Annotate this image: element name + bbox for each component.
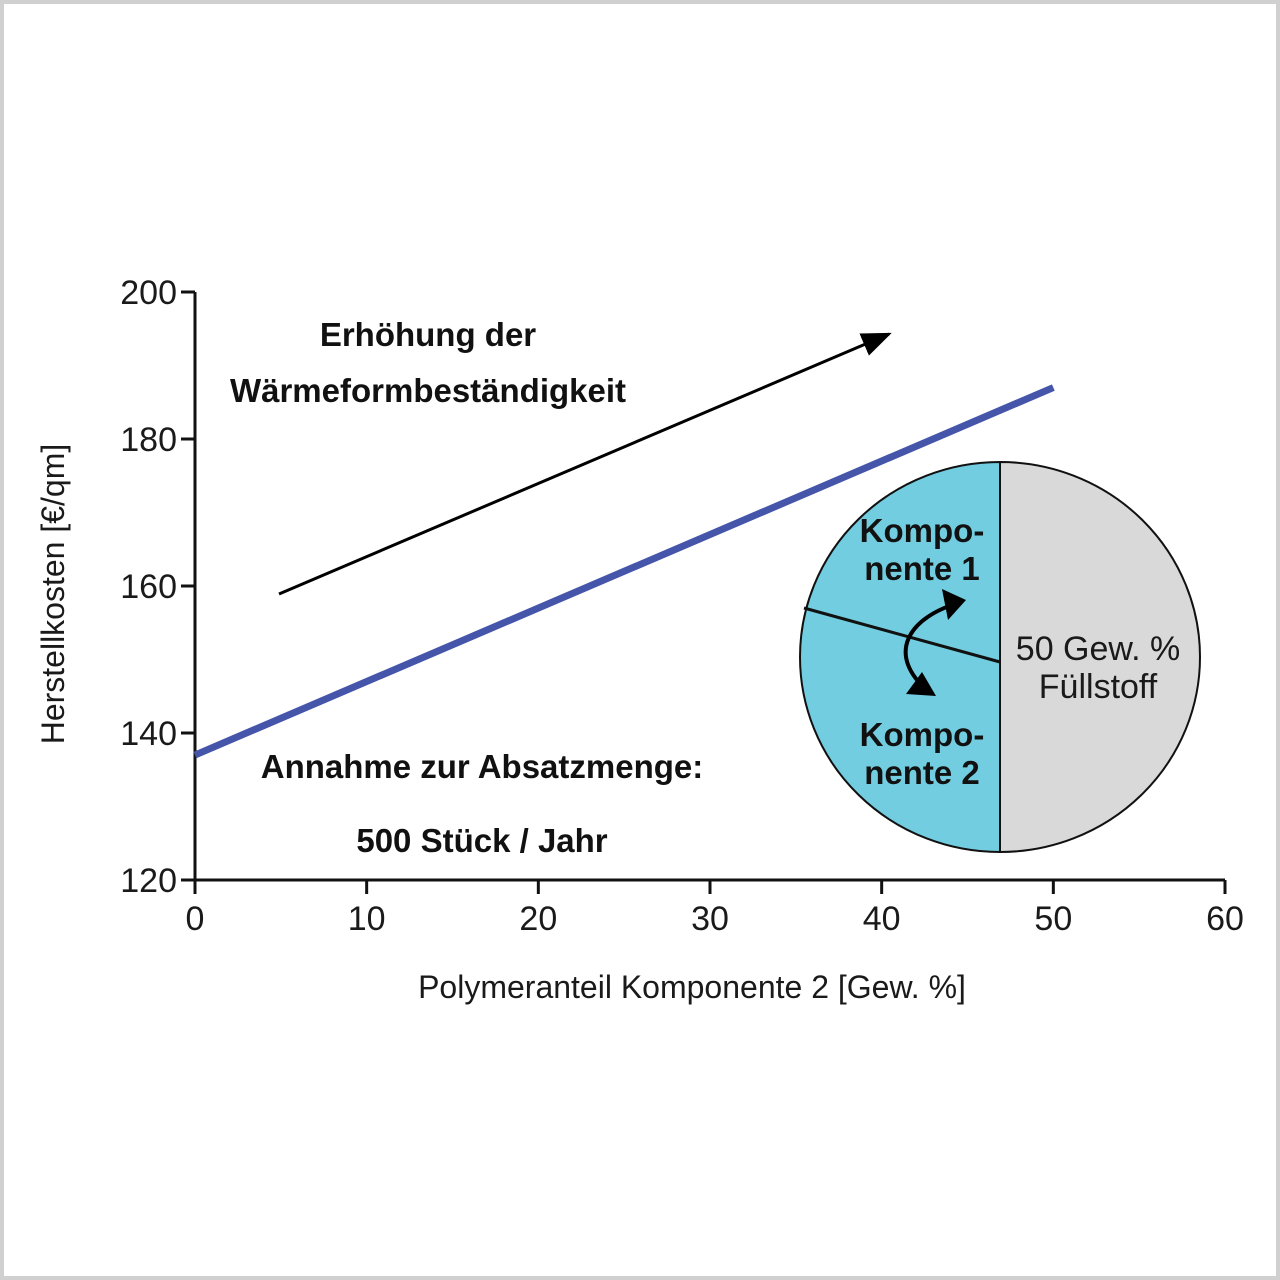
- y-tick-label: 200: [120, 274, 177, 312]
- x-axis-label: Polymeranteil Komponente 2 [Gew. %]: [418, 969, 966, 1005]
- assumption-line1: Annahme zur Absatzmenge:: [261, 748, 704, 785]
- series-group: [193, 384, 1055, 759]
- x-tick-label: 20: [519, 900, 557, 938]
- pie-arrowhead-bottom: [906, 672, 936, 696]
- arrow-label-line1: Erhöhung der: [320, 316, 536, 353]
- y-tick-label: 120: [120, 862, 177, 900]
- y-tick-label: 140: [120, 715, 177, 753]
- arrow-label-line2: Wärmeformbeständigkeit: [230, 372, 626, 409]
- pie-slice-components: [799, 460, 1001, 854]
- y-tick-label: 180: [120, 421, 177, 459]
- x-ticks: 0 10 20 30 40 50 60: [186, 880, 1244, 938]
- y-ticks: 120 140 160 180 200: [120, 274, 195, 900]
- x-tick-label: 10: [348, 900, 386, 938]
- y-tick-label: 160: [120, 568, 177, 606]
- x-tick-label: 60: [1206, 900, 1244, 938]
- pie-exchange-arrow: [903, 600, 963, 694]
- inset-pie: Kompo- nente 1 Kompo- nente 2 50 Gew. % …: [799, 460, 1201, 854]
- pie-label-comp1-line2: nente 1: [864, 550, 980, 587]
- pie-arrowhead-top: [942, 589, 966, 620]
- pie-divider-line: [803, 606, 1001, 664]
- x-tick-label: 40: [863, 900, 901, 938]
- trend-arrow: [278, 332, 892, 596]
- pie-label-filler-line2: Füllstoff: [1039, 668, 1158, 706]
- series-line: [193, 384, 1055, 759]
- x-tick-label: 30: [691, 900, 729, 938]
- pie-label-filler-line1: 50 Gew. %: [1016, 630, 1180, 668]
- y-axis-label: Herstellkosten [€/qm]: [35, 444, 71, 745]
- x-tick-label: 0: [186, 900, 205, 938]
- pie-label-comp2-line2: nente 2: [864, 754, 980, 791]
- pie-label-comp1-line1: Kompo-: [860, 512, 985, 549]
- chart-svg: 120 140 160 180 200 0 10 20 30 40 50 60 Polymerant…: [35, 274, 1244, 1005]
- x-tick-label: 50: [1034, 900, 1072, 938]
- pie-slice-filler: [999, 460, 1201, 854]
- assumption-line2: 500 Stück / Jahr: [356, 822, 607, 859]
- pie-label-comp2-line1: Kompo-: [860, 716, 985, 753]
